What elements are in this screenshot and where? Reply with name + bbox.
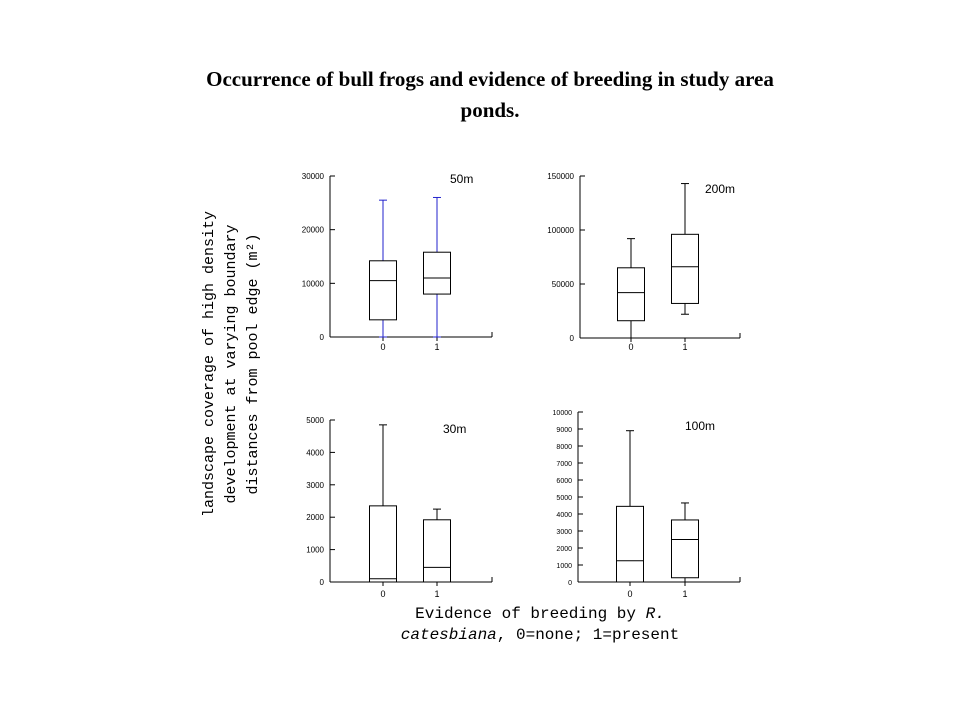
panel-4-y-tick-label: 2000 (556, 546, 572, 553)
panel-2-x-tick-label: 0 (628, 342, 633, 352)
box-2-0-iqr (617, 267, 645, 322)
panel-4-y-tick-label: 8000 (556, 444, 572, 451)
panel-4-x-tick-label: 1 (682, 589, 687, 599)
panel-4-y-tick-label: 5000 (556, 495, 572, 502)
panel-1-y-tick-label: 10000 (302, 279, 325, 288)
panel-1-x-tick-label: 1 (434, 342, 439, 352)
panel-3-y-tick-label: 0 (320, 578, 325, 587)
box-4-0-iqr (616, 505, 644, 583)
box-4-1-iqr (671, 519, 699, 579)
y-axis-label-line-1: landscape coverage of high density (201, 211, 218, 517)
panel-4-x-tick-label: 0 (627, 589, 632, 599)
box-1-0-iqr (369, 260, 397, 321)
panel-1-y-tick-label: 30000 (302, 172, 325, 181)
y-axis-label-svg: landscape coverage of high density devel… (201, 211, 262, 517)
y-axis-label: landscape coverage of high density devel… (198, 172, 278, 572)
panel-4-y-tick-label: 3000 (556, 529, 572, 536)
panel-2-label: 200m (705, 182, 735, 196)
x-axis-label: Evidence of breeding by R. catesbiana, 0… (340, 604, 740, 646)
title-line-1: Occurrence of bull frogs and evidence of… (206, 67, 774, 91)
panel-3-y-tick-label: 2000 (306, 513, 324, 522)
box-2-1-iqr (671, 233, 699, 304)
x-axis-label-species: catesbiana (400, 626, 497, 644)
panel-3-y-tick-label: 4000 (306, 448, 324, 457)
panel-4-y-tick-label: 4000 (556, 512, 572, 519)
panel-4-y-tick-label: 0 (568, 580, 572, 587)
panel-4-y-tick-label: 7000 (556, 461, 572, 468)
panel-3-x-tick-label: 0 (380, 589, 385, 599)
panel-3-x-tick-label: 1 (434, 589, 439, 599)
panel-4-y-tick-label: 10000 (553, 410, 573, 417)
panel-3-y-tick-label: 5000 (306, 416, 324, 425)
x-axis-label-genus: R. (645, 605, 665, 623)
panel-1-x-tick-label: 0 (380, 342, 385, 352)
panel-2-y-tick-label: 0 (570, 334, 575, 343)
panel-4-y-tick-label: 9000 (556, 427, 572, 434)
box-3-1-iqr (423, 519, 451, 583)
x-axis-label-part-1: Evidence of breeding by (415, 605, 646, 623)
chart-title: Occurrence of bull frogs and evidence of… (90, 64, 890, 126)
title-line-2: ponds. (460, 98, 520, 122)
panel-1-label: 50m (450, 172, 473, 186)
panel-3-y-tick-label: 3000 (306, 481, 324, 490)
y-axis-label-line-2: development at varying boundary (223, 224, 240, 503)
panel-1-y-tick-label: 0 (320, 333, 325, 342)
panel-4-y-tick-label: 1000 (556, 563, 572, 570)
panel-3-y-tick-label: 1000 (306, 546, 324, 555)
box-3-0-iqr (369, 505, 397, 583)
panel-4-y-tick-label: 6000 (556, 478, 572, 485)
panel-4-label: 100m (685, 419, 715, 433)
panel-3-label: 30m (443, 422, 466, 436)
panel-1-y-tick-label: 20000 (302, 226, 325, 235)
panel-2-y-tick-label: 50000 (552, 280, 575, 289)
x-axis-label-part-4: , 0=none; 1=present (496, 626, 680, 644)
panel-2-y-tick-label: 150000 (547, 172, 574, 181)
panel-2-y-tick-label: 100000 (547, 226, 574, 235)
y-axis-label-line-3: distances from pool edge (m²) (245, 233, 262, 494)
panel-2-x-tick-label: 1 (682, 342, 687, 352)
box-1-1-iqr (423, 251, 451, 295)
